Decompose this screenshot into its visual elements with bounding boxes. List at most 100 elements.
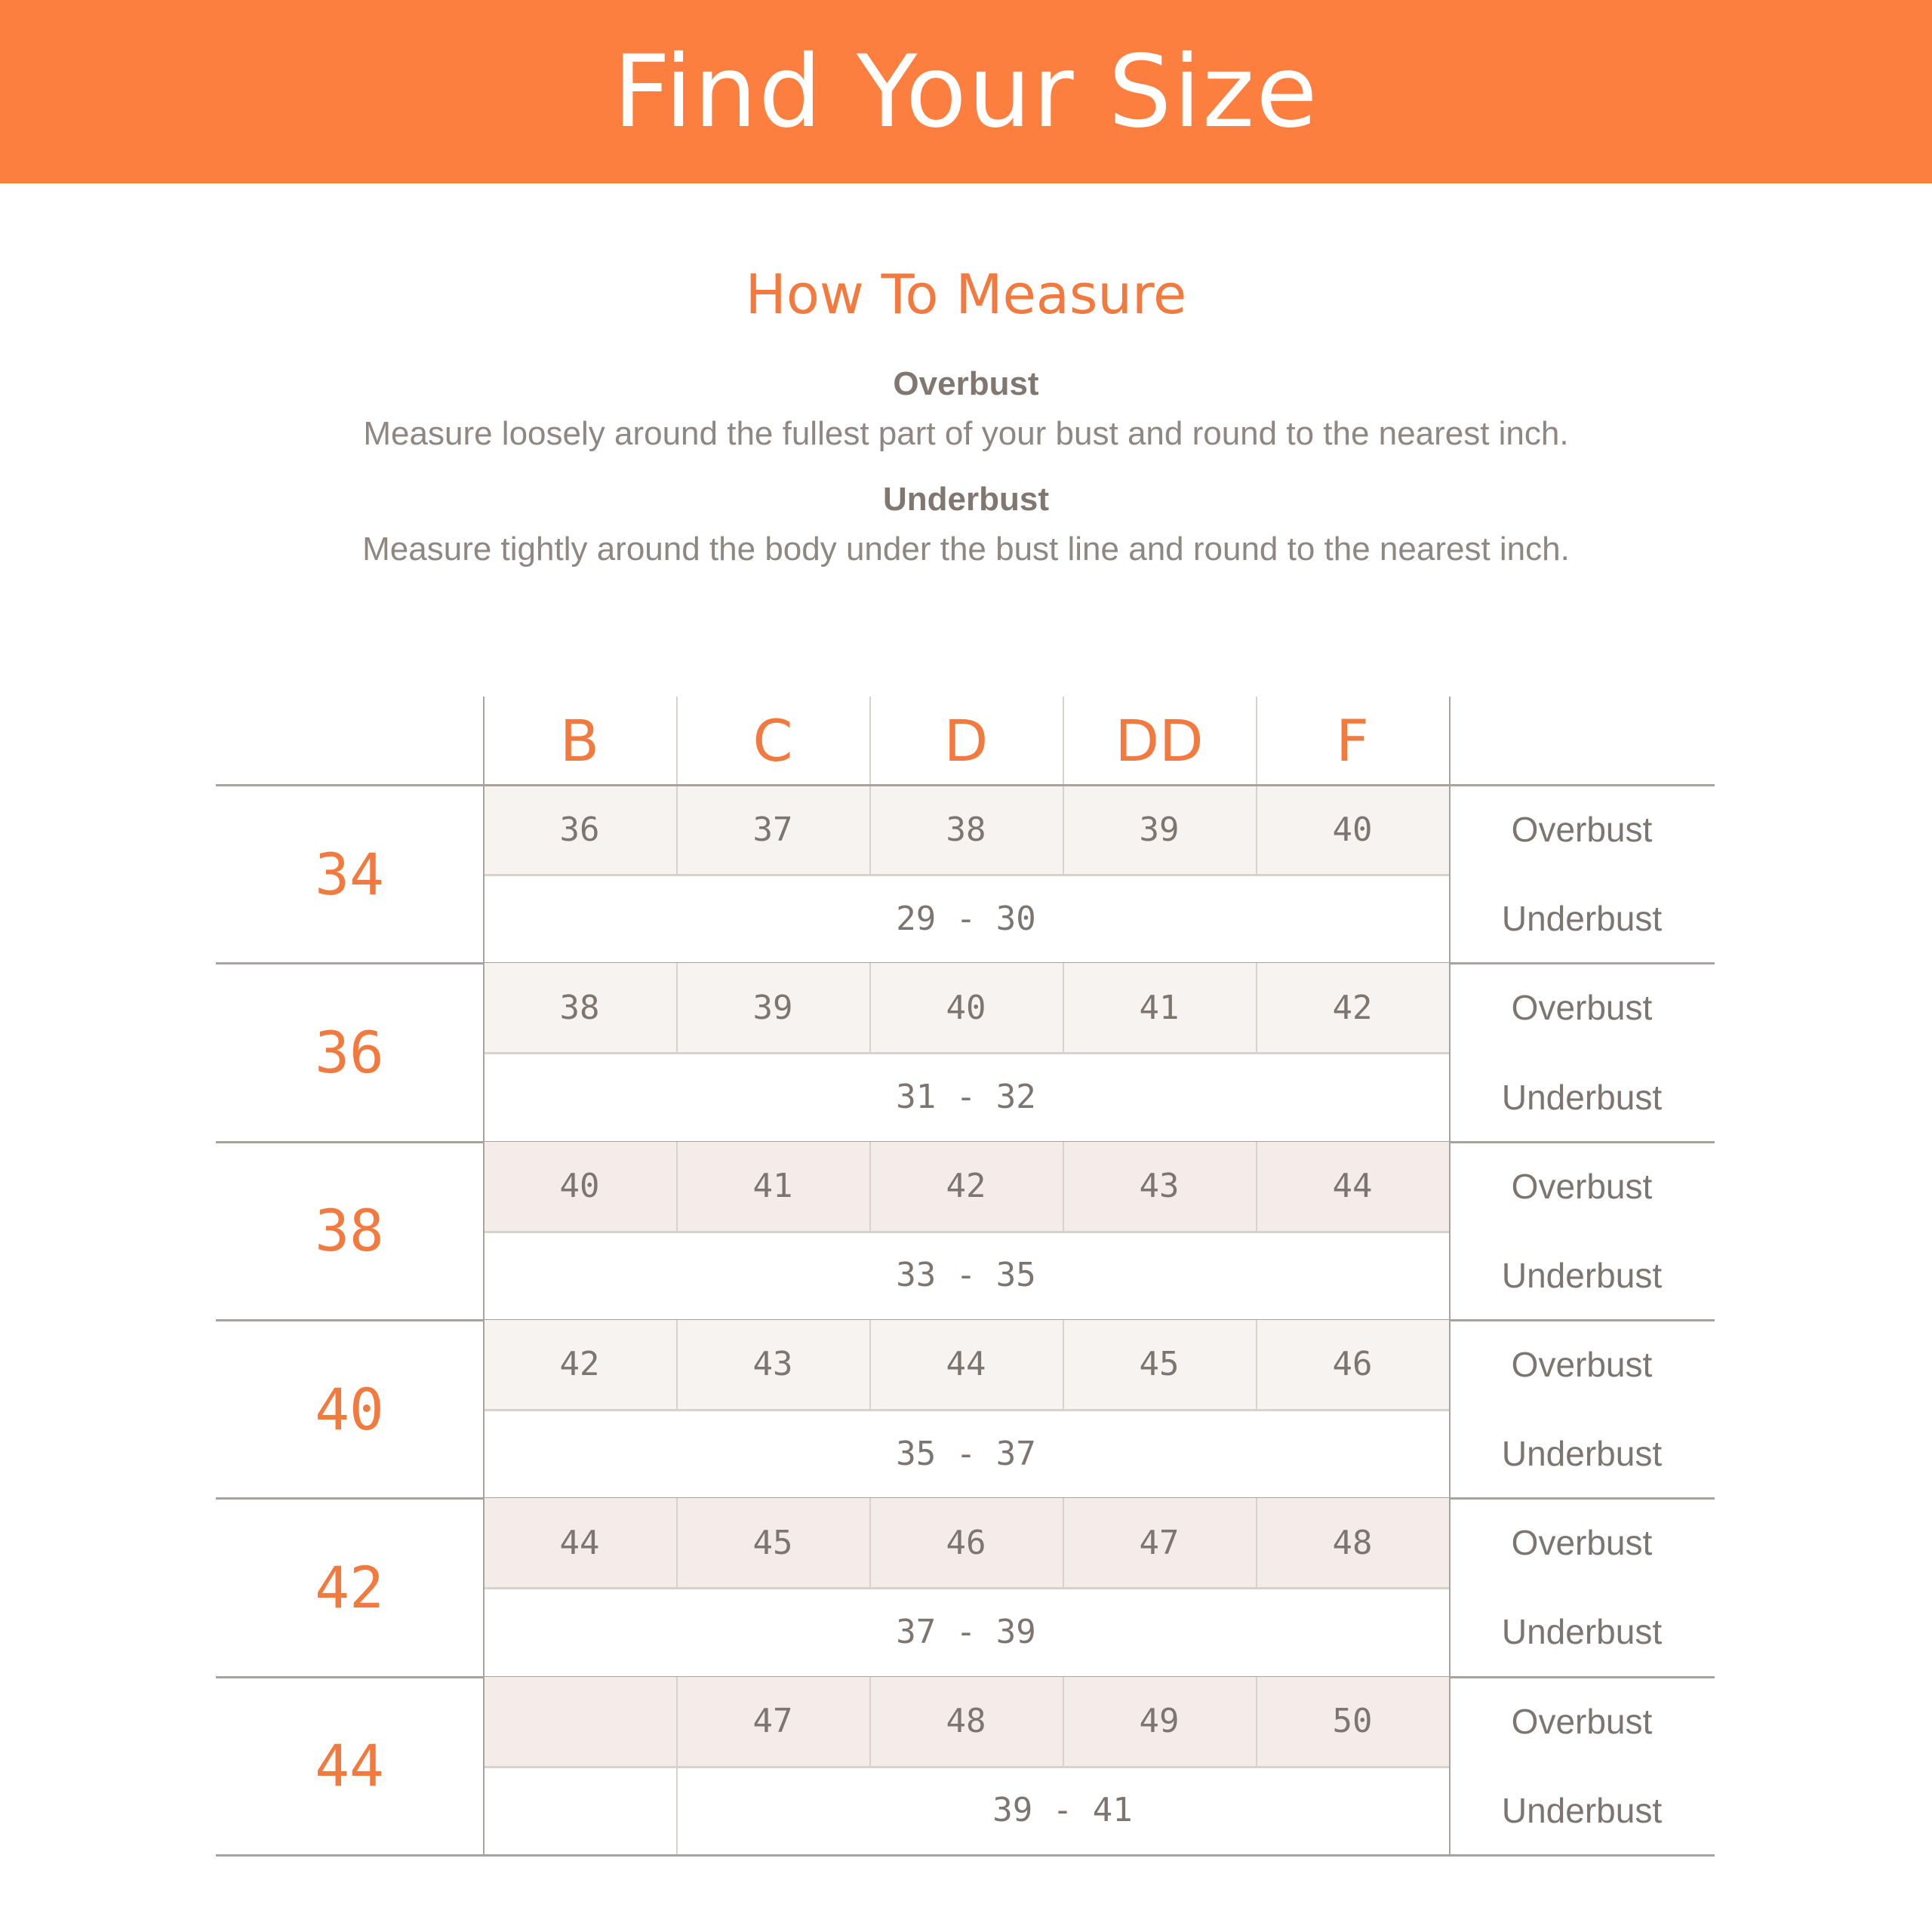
underbust-range: 33 - 35 <box>896 1256 1036 1295</box>
column-divider <box>676 1676 678 1766</box>
band-size-label: 34 <box>315 840 384 908</box>
band-divider <box>216 1854 1715 1857</box>
overbust-row-bg <box>483 1141 1449 1231</box>
underbust-range: 37 - 39 <box>896 1612 1036 1651</box>
overbust-row-label: Overbust <box>1511 1523 1653 1563</box>
column-divider <box>1063 1141 1064 1231</box>
overbust-cell: 45 <box>752 1523 793 1562</box>
overbust-row-label: Overbust <box>1511 988 1653 1028</box>
overbust-row-bg <box>483 1319 1449 1410</box>
overbust-cell: 48 <box>946 1702 986 1741</box>
overbust-cell: 36 <box>559 810 600 849</box>
cup-header-d: D <box>943 707 989 774</box>
underbust-row-label: Underbust <box>1501 1434 1663 1474</box>
overbust-cell: 45 <box>1139 1345 1180 1384</box>
overbust-cell: 44 <box>946 1345 986 1384</box>
column-divider <box>869 785 871 875</box>
row-divider <box>483 1409 1449 1412</box>
cup-header-b: B <box>559 707 600 774</box>
column-divider <box>676 1141 678 1231</box>
band-size-label: 44 <box>315 1732 384 1800</box>
column-divider <box>676 1765 678 1855</box>
band-size-label: 40 <box>315 1375 384 1443</box>
overbust-row-bg <box>483 785 1449 875</box>
overbust-cell: 41 <box>1139 988 1180 1027</box>
overbust-cell: 47 <box>752 1702 793 1741</box>
band-size-label: 38 <box>315 1197 384 1265</box>
overbust-row-label: Overbust <box>1511 1166 1653 1206</box>
overbust-description: Measure loosely around the fullest part … <box>363 415 1569 452</box>
underbust-row-label: Underbust <box>1501 899 1663 939</box>
column-divider <box>1063 963 1064 1053</box>
column-divider <box>1256 1141 1257 1231</box>
overbust-cell: 37 <box>752 810 793 849</box>
overbust-cell: 41 <box>752 1167 793 1206</box>
column-divider <box>869 1498 871 1588</box>
row-divider <box>483 874 1449 877</box>
page-title: Find Your Size <box>613 33 1319 150</box>
overbust-cell: 40 <box>946 988 986 1027</box>
column-divider <box>869 1141 871 1231</box>
overbust-cell: 42 <box>559 1345 600 1384</box>
right-column-border <box>1449 697 1451 1855</box>
header-banner: Find Your Size <box>0 0 1932 183</box>
column-divider <box>676 963 678 1053</box>
column-divider <box>869 1319 871 1410</box>
left-column-border <box>483 697 485 1855</box>
column-divider <box>1063 1498 1064 1588</box>
overbust-cell: 44 <box>559 1523 600 1562</box>
column-divider <box>869 697 871 785</box>
overbust-cell: 48 <box>1332 1523 1373 1562</box>
column-divider <box>1256 785 1257 875</box>
cup-header-dd: DD <box>1115 707 1204 774</box>
column-divider <box>1063 1676 1064 1766</box>
column-divider <box>869 1676 871 1766</box>
row-divider <box>483 1765 1449 1768</box>
overbust-cell: 49 <box>1139 1702 1180 1741</box>
overbust-row-bg <box>483 963 1449 1053</box>
overbust-label: Overbust <box>893 365 1039 402</box>
column-divider <box>1256 697 1257 785</box>
overbust-cell: 44 <box>1332 1167 1373 1206</box>
band-size-label: 42 <box>315 1553 384 1621</box>
underbust-range: 31 - 32 <box>896 1078 1036 1116</box>
band-size-label: 36 <box>315 1018 384 1086</box>
column-divider <box>869 963 871 1053</box>
overbust-row-label: Overbust <box>1511 1701 1653 1741</box>
cup-header-c: C <box>752 707 793 774</box>
underbust-range: 29 - 30 <box>896 899 1036 938</box>
column-divider <box>676 1498 678 1588</box>
column-divider <box>676 785 678 875</box>
underbust-row-label: Underbust <box>1501 1790 1663 1830</box>
overbust-cell: 40 <box>1332 810 1373 849</box>
underbust-row-label: Underbust <box>1501 1077 1663 1117</box>
overbust-cell: 39 <box>752 988 793 1027</box>
overbust-cell: 43 <box>752 1345 793 1384</box>
overbust-cell: 39 <box>1139 810 1180 849</box>
underbust-description: Measure tightly around the body under th… <box>362 531 1570 568</box>
overbust-row-bg <box>483 1498 1449 1588</box>
overbust-cell: 43 <box>1139 1167 1180 1206</box>
row-divider <box>483 1052 1449 1055</box>
cup-header-f: F <box>1336 707 1369 774</box>
overbust-cell: 38 <box>946 810 986 849</box>
column-divider <box>1256 1676 1257 1766</box>
overbust-cell <box>483 1677 676 1766</box>
underbust-range: 39 - 41 <box>992 1791 1133 1830</box>
underbust-range: 35 - 37 <box>896 1434 1036 1473</box>
header-divider <box>216 784 1715 786</box>
column-divider <box>1256 1498 1257 1588</box>
underbust-row-label: Underbust <box>1501 1612 1663 1652</box>
overbust-row-bg <box>483 1676 1449 1766</box>
overbust-cell: 50 <box>1332 1702 1373 1741</box>
underbust-label: Underbust <box>883 481 1049 518</box>
overbust-cell: 40 <box>559 1167 600 1206</box>
column-divider <box>676 697 678 785</box>
overbust-cell: 46 <box>1332 1345 1373 1384</box>
column-divider <box>1256 1319 1257 1410</box>
overbust-row-label: Overbust <box>1511 810 1653 850</box>
overbust-cell: 46 <box>946 1523 986 1562</box>
column-divider <box>1063 785 1064 875</box>
row-divider <box>483 1587 1449 1590</box>
overbust-cell: 47 <box>1139 1523 1180 1562</box>
